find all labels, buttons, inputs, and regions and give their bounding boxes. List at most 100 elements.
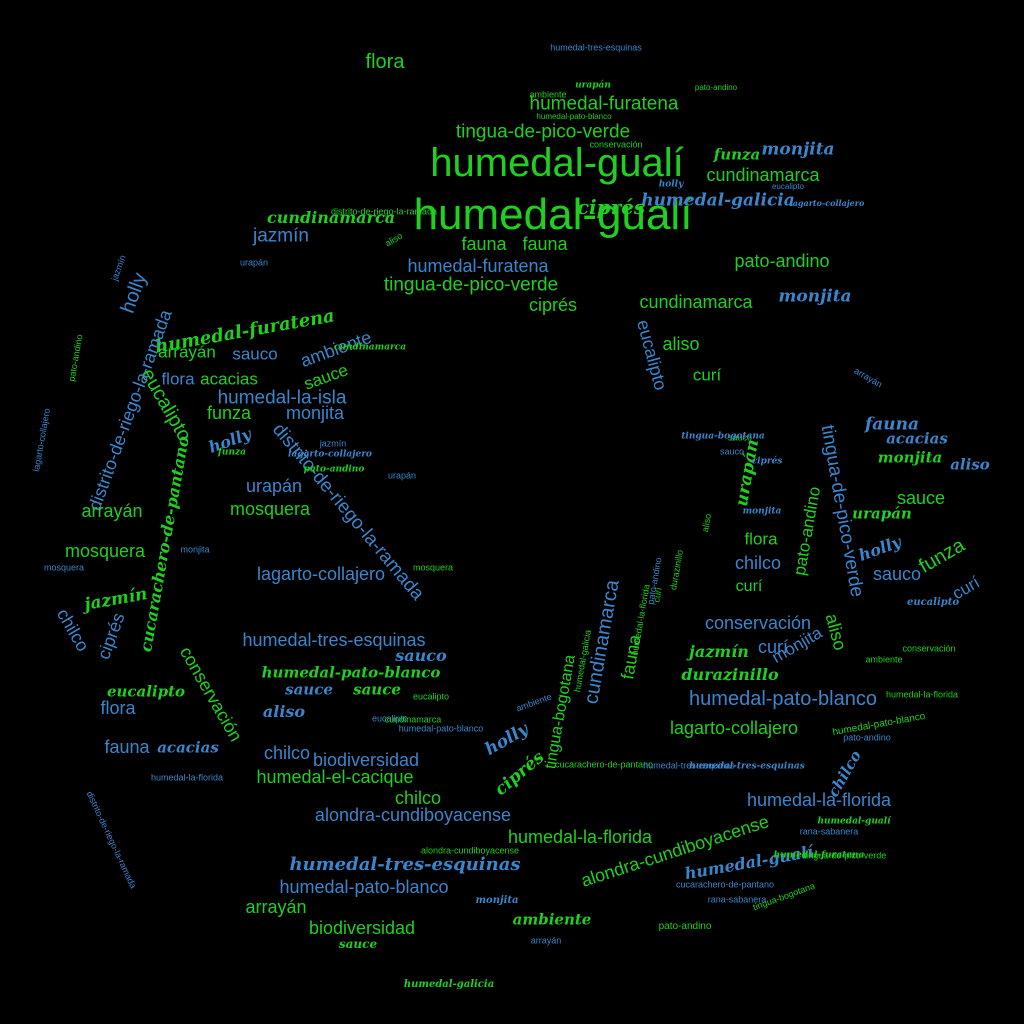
word-humedal-el-cacique: humedal-el-cacique <box>256 767 414 787</box>
word-chilco: chilco <box>394 788 442 808</box>
word-ambiente: ambiente <box>512 910 592 929</box>
word-humedal-la-florida: humedal-la-florida <box>507 827 653 847</box>
word-jazmín: jazmín <box>689 642 749 661</box>
word-holly: holly <box>658 179 684 190</box>
word-pato-andino: pato-andino <box>789 485 825 577</box>
word-aliso: aliso <box>950 455 990 474</box>
word-aliso: aliso <box>383 230 405 249</box>
word-monjita: monjita <box>285 403 345 423</box>
word-ciprés: ciprés <box>93 610 129 662</box>
word-ambiente: ambiente <box>865 654 903 665</box>
word-arrayán: arrayán <box>158 342 216 362</box>
word-sauco: sauco <box>232 344 278 364</box>
word-flora: flora <box>161 369 195 389</box>
word-pato-andino: pato-andino <box>734 251 830 271</box>
word-humedal-furatena: humedal-furatena <box>529 93 679 115</box>
word-humedal-pato-blanco: humedal-pato-blanco <box>398 723 484 734</box>
word-eucalipto: eucalipto <box>371 713 409 724</box>
word-curí: curí <box>692 365 722 385</box>
word-aliso: aliso <box>262 702 306 721</box>
word-mosquera: mosquera <box>229 499 311 519</box>
word-ciprés: ciprés <box>751 456 783 467</box>
word-humedal-pato-blanco: humedal-pato-blanco <box>261 663 441 682</box>
word-holly: holly <box>116 269 152 317</box>
word-cucarachero-de-pantano: cucarachero-de-pantano <box>675 879 775 890</box>
word-lagarto-collajero: lagarto-collajero <box>669 718 799 738</box>
word-humedal-la-florida: humedal-la-florida <box>746 790 892 810</box>
word-pato-andino: pato-andino <box>303 464 365 475</box>
word-jazmín: jazmín <box>109 253 128 282</box>
word-jazmín: jazmín <box>319 438 347 449</box>
word-aliso: aliso <box>821 611 851 653</box>
word-sauco: sauco <box>872 564 922 584</box>
word-monjita: monjita <box>180 544 210 555</box>
word-mosquera: mosquera <box>64 541 146 561</box>
word-humedal-gualí: humedal-gualí <box>817 816 891 827</box>
word-mosquera: mosquera <box>43 562 85 573</box>
word-humedal-gualí: humedal-gualí <box>430 141 684 185</box>
word-aliso: aliso <box>699 512 714 533</box>
word-ciprés: ciprés <box>491 747 549 800</box>
word-rana-sabanera: rana-sabanera <box>799 826 859 837</box>
word-urapán: urapán <box>245 476 303 496</box>
word-ambiente: ambiente <box>514 691 553 714</box>
word-biodiversidad: biodiversidad <box>312 750 420 770</box>
word-cundinamarca: cundinamarca <box>266 208 396 227</box>
word-sauce: sauce <box>896 488 946 508</box>
word-monjita: monjita <box>778 286 852 307</box>
word-funza: funza <box>218 447 246 458</box>
word-curí: curí <box>735 578 763 595</box>
word-tingua-bogotana: tingua-bogotana <box>542 653 579 771</box>
word-fauna: fauna <box>522 234 568 254</box>
word-arrayán: arrayán <box>81 501 143 521</box>
word-sauco: sauco <box>395 646 447 665</box>
word-aliso: aliso <box>662 334 700 354</box>
word-biodiversidad: biodiversidad <box>308 918 416 938</box>
word-arrayán: arrayán <box>245 897 307 917</box>
word-tingua-de-pico-verde: tingua-de-pico-verde <box>383 274 559 296</box>
word-holly: holly <box>856 532 904 565</box>
word-pato-andino: pato-andino <box>658 921 712 932</box>
word-funza: funza <box>713 145 761 164</box>
word-sauce: sauce <box>353 680 401 699</box>
word-sauce: sauce <box>338 937 378 951</box>
word-sauco: sauco <box>727 432 753 443</box>
word-flora: flora <box>744 529 778 549</box>
word-lagarto-collajero: lagarto-collajero <box>288 449 372 460</box>
word-tingua-bogotana: tingua-bogotana <box>681 431 765 442</box>
word-conservación: conservación <box>175 643 247 745</box>
word-funza: funza <box>206 403 252 423</box>
word-cundinamarca: cundinamarca <box>384 714 442 725</box>
word-monjita: monjita <box>742 506 782 517</box>
word-cucarachero-de-pantano: cucarachero-de-pantano <box>554 759 654 770</box>
word-humedal-tres-esquinas: humedal-tres-esquinas <box>242 630 426 650</box>
word-arrayán: arrayán <box>530 935 562 946</box>
word-tingua-de-pico-verde: tingua-de-pico-verde <box>803 850 887 861</box>
word-chilco: chilco <box>263 743 311 763</box>
word-humedal-pato-blanco: humedal-pato-blanco <box>689 688 877 710</box>
word-tingua-de-pico-verde: tingua-de-pico-verde <box>455 121 631 143</box>
word-arrayán: arrayán <box>852 365 884 390</box>
word-distrito-de-riego-la-ramada: distrito-de-riego-la-ramada <box>330 206 438 217</box>
word-ciprés: ciprés <box>528 295 578 315</box>
word-cundinamarca: cundinamarca <box>706 165 820 185</box>
word-funza: funza <box>915 534 969 578</box>
word-lagarto-collajero: lagarto-collajero <box>31 407 52 473</box>
word-durazinillo: durazinillo <box>668 549 685 591</box>
word-pato-andino: pato-andino <box>694 83 738 92</box>
word-alondra-cundiboyacense: alondra-cundiboyacense <box>420 845 520 856</box>
word-humedal-galicia: humedal-galicia <box>641 190 795 211</box>
word-durazinillo: durazinillo <box>681 665 779 684</box>
word-humedal-gualí: humedal-gualí <box>413 190 693 239</box>
word-humedal-tres-esquinas: humedal-tres-esquinas <box>550 42 642 53</box>
word-flora: flora <box>100 698 136 718</box>
word-humedal-pato-blanco: humedal-pato-blanco <box>279 877 449 897</box>
word-eucalipto: eucalipto <box>412 691 450 702</box>
word-urapán: urapán <box>575 80 611 91</box>
word-humedal-pato-blanco: humedal-pato-blanco <box>536 112 612 121</box>
word-humedal-tres-esquinas: humedal-tres-esquinas <box>643 760 735 771</box>
word-urapán: urapán <box>239 257 269 268</box>
word-eucalipto: eucalipto <box>771 182 805 191</box>
word-ambiente: ambiente <box>529 89 567 100</box>
